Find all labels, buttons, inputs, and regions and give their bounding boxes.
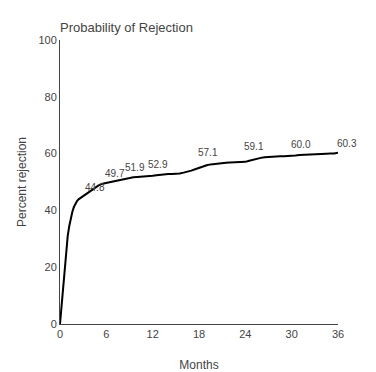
svg-text:60.0: 60.0 — [291, 139, 311, 150]
svg-text:36: 36 — [332, 328, 344, 340]
svg-text:57.1: 57.1 — [198, 147, 218, 158]
svg-text:Months: Months — [179, 358, 218, 372]
svg-text:59.1: 59.1 — [244, 141, 264, 152]
svg-text:30: 30 — [286, 328, 298, 340]
svg-text:60: 60 — [45, 147, 57, 159]
svg-text:20: 20 — [45, 261, 57, 273]
svg-text:52.9: 52.9 — [148, 159, 168, 170]
svg-text:51.9: 51.9 — [125, 162, 145, 173]
svg-text:60.3: 60.3 — [337, 138, 357, 149]
svg-text:18: 18 — [193, 328, 205, 340]
svg-text:44.8: 44.8 — [85, 182, 105, 193]
svg-text:100: 100 — [38, 34, 56, 46]
svg-text:80: 80 — [45, 91, 57, 103]
svg-text:Percent rejection: Percent rejection — [15, 137, 29, 227]
svg-text:40: 40 — [45, 204, 57, 216]
svg-text:49.7: 49.7 — [105, 168, 125, 179]
svg-text:0: 0 — [51, 318, 57, 330]
svg-text:24: 24 — [239, 328, 251, 340]
svg-text:6: 6 — [103, 328, 109, 340]
svg-text:0: 0 — [57, 328, 63, 340]
svg-text:12: 12 — [147, 328, 159, 340]
svg-text:Probability of Rejection: Probability of Rejection — [60, 20, 193, 35]
